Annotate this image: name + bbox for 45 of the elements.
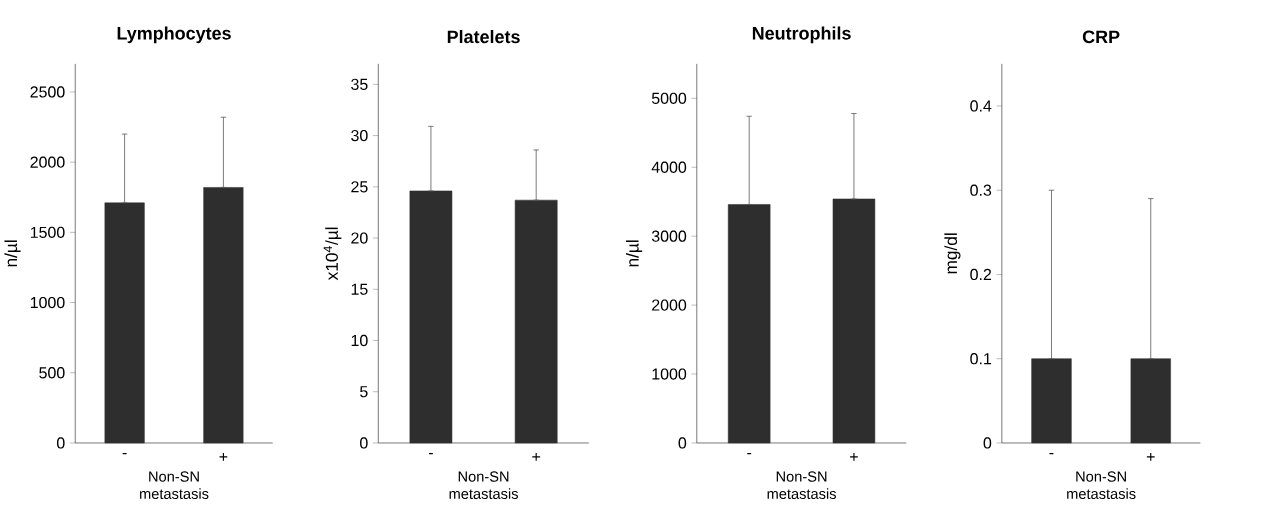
y-tick-label: 5 [360, 386, 368, 398]
y-axis-title: x10$^{4}$/µl [323, 227, 342, 281]
y-tick-label: 1000 [652, 368, 687, 380]
y-tick-label: 0 [56, 437, 65, 449]
y-tick-label: 10 [351, 334, 368, 347]
chart-title: CRP [1082, 30, 1120, 44]
y-tick-label: 15 [351, 283, 368, 295]
y-tick-label: 0.2 [970, 268, 992, 281]
y-tick-label: 20 [351, 232, 368, 244]
x-tick-label: + [850, 453, 858, 461]
y-tick-label: 500 [39, 367, 65, 379]
y-axis-title: n/µl [626, 240, 643, 267]
y-tick-label: 1500 [30, 226, 65, 239]
x-tick-label: - [747, 453, 752, 455]
y-tick-label: 3000 [651, 230, 687, 242]
x-axis-title: Non-SN metastasis [449, 471, 518, 500]
y-tick-label: 1000 [30, 297, 65, 309]
y-tick-label: 0 [678, 437, 687, 449]
x-tick-label: - [1049, 453, 1054, 455]
y-tick-label: 5000 [651, 92, 687, 105]
y-tick-label: 0 [360, 437, 368, 449]
chart-title: Neutrophils [752, 26, 851, 44]
y-tick-label: 25 [351, 181, 368, 193]
y-tick-label: 35 [351, 78, 368, 91]
x-axis-title: Non-SN metastasis [1067, 471, 1136, 500]
y-tick-label: 0.1 [970, 353, 992, 365]
y-axis-title: n/µl [4, 240, 21, 267]
chart-title: Lymphocytes [117, 26, 231, 44]
y-tick-label: 2500 [30, 86, 65, 98]
x-axis-title: Non-SN metastasis [767, 471, 836, 500]
y-tick-label: 2000 [30, 156, 65, 168]
y-tick-label: 0.3 [970, 184, 992, 196]
x-tick-label: + [1146, 453, 1155, 461]
y-tick-label: 0 [983, 437, 992, 449]
x-axis-title: Non-SN metastasis [140, 471, 209, 500]
y-tick-label: 2000 [652, 299, 687, 311]
y-tick-label: 0.4 [970, 100, 992, 112]
x-tick-label: + [219, 453, 228, 461]
x-tick-label: - [122, 453, 127, 455]
y-tick-label: 30 [351, 130, 368, 142]
x-tick-label: - [428, 453, 433, 455]
y-axis-title: mg/dl [944, 233, 961, 274]
y-tick-label: 4000 [651, 161, 687, 173]
x-tick-label: + [532, 453, 541, 461]
chart-title: Platelets [447, 30, 520, 44]
